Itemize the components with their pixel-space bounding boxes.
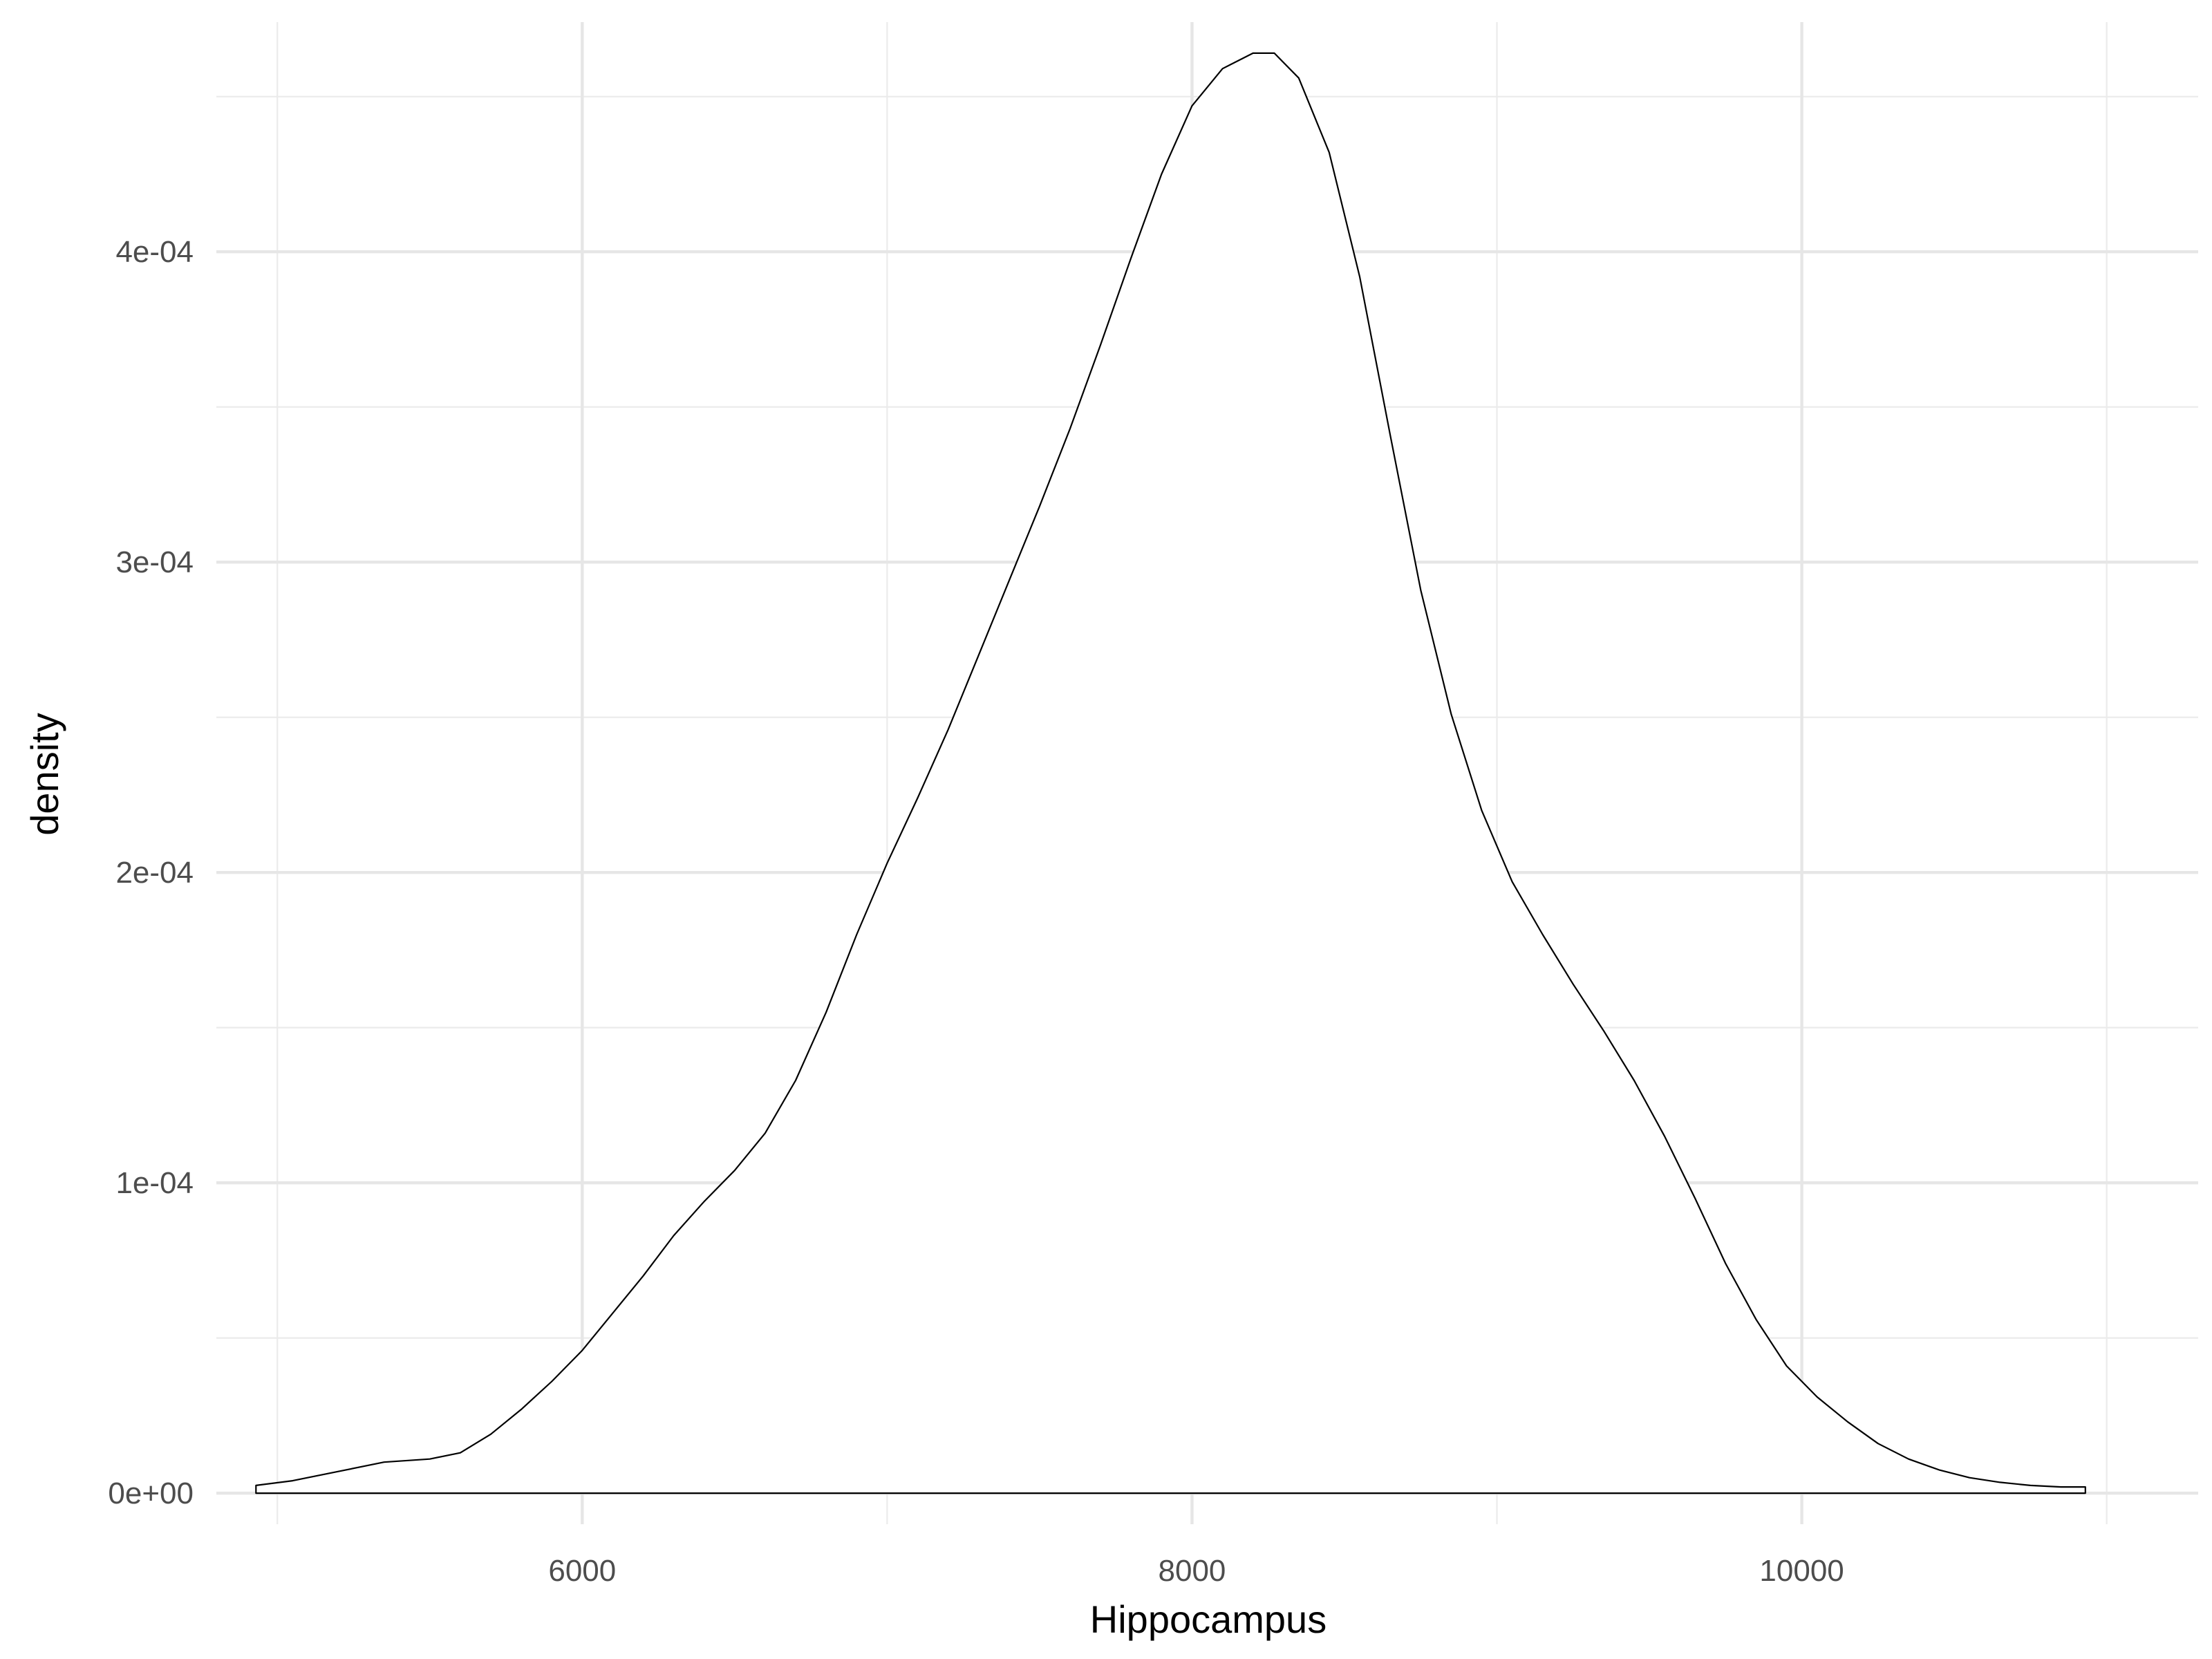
x-axis-tick-labels: 6000 8000 10000 <box>548 1554 1844 1588</box>
y-tick-label: 2e-04 <box>115 856 194 890</box>
x-axis-title: Hippocampus <box>1090 1597 1327 1641</box>
density-curve <box>255 52 2086 1494</box>
y-tick-label: 4e-04 <box>115 235 194 269</box>
x-tick-label: 6000 <box>548 1554 616 1588</box>
density-series <box>255 52 2086 1494</box>
y-tick-label: 3e-04 <box>115 545 194 579</box>
x-tick-label: 10000 <box>1759 1554 1844 1588</box>
x-tick-label: 8000 <box>1159 1554 1226 1588</box>
y-tick-label: 1e-04 <box>115 1166 194 1200</box>
y-axis-tick-labels: 0e+00 1e-04 2e-04 3e-04 4e-04 <box>108 235 194 1510</box>
y-axis-title: density <box>23 713 66 835</box>
y-tick-label: 0e+00 <box>108 1477 194 1510</box>
